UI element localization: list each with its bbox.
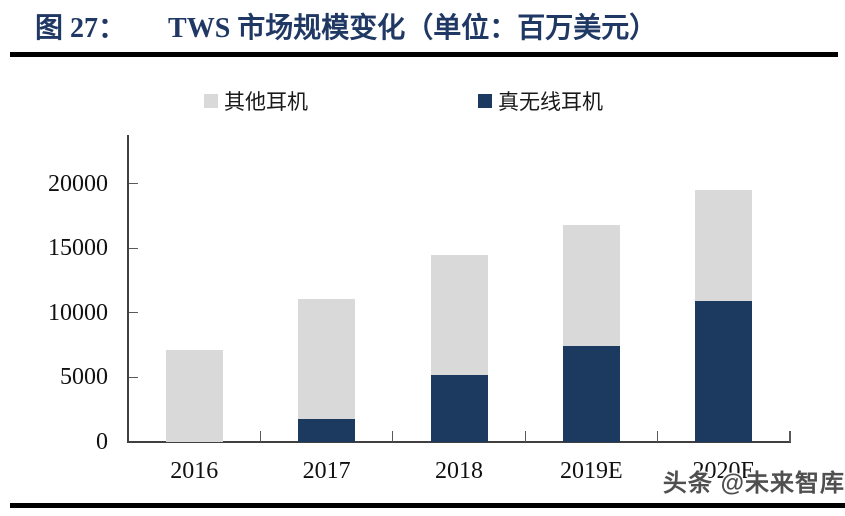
legend-swatch	[204, 94, 218, 108]
bar-tws-2019E	[562, 346, 620, 442]
legend-swatch	[478, 94, 492, 108]
x-axis-tick	[392, 431, 394, 442]
y-axis-label: 5000	[60, 364, 108, 391]
bar-other-2020E	[695, 189, 753, 302]
legend-item: 其他耳机	[204, 88, 308, 114]
bar-other-2019E	[562, 224, 620, 347]
figure-title: 图 27： TWS 市场规模变化（单位：百万美元）	[35, 8, 657, 50]
bar-tws-2018	[430, 374, 488, 442]
y-axis-tick	[128, 247, 138, 249]
bar-other-2017	[298, 298, 356, 419]
x-axis-tick	[789, 431, 791, 442]
x-axis-tick	[524, 431, 526, 442]
y-axis-tick	[128, 376, 138, 379]
title-rule	[10, 52, 838, 57]
y-axis-label: 15000	[48, 235, 108, 262]
y-axis-label: 10000	[48, 299, 108, 326]
y-axis-line	[127, 135, 129, 443]
figure-title-text: TWS 市场规模变化（单位：百万美元）	[168, 13, 658, 44]
x-axis-tick	[259, 431, 261, 442]
y-axis-label: 0	[96, 429, 108, 455]
legend-item: 真无线耳机	[478, 88, 603, 114]
footer-rule	[10, 503, 845, 508]
x-axis-tick	[657, 431, 659, 442]
x-axis-line	[127, 441, 791, 443]
x-axis-label-2020E: 2020E	[692, 458, 756, 484]
watermark: 头条 @未来智库	[662, 470, 845, 497]
y-axis-tick	[128, 182, 138, 185]
legend-label: 真无线耳机	[498, 91, 603, 114]
x-axis-label-2019E: 2019E	[560, 458, 623, 484]
bar-tws-2020E	[695, 301, 753, 442]
bar-tws-2017	[298, 418, 356, 442]
legend-label: 其他耳机	[224, 91, 308, 114]
x-axis-label-2017: 2017	[302, 458, 351, 484]
bar-other-2018	[430, 254, 488, 375]
y-axis-label: 20000	[48, 170, 108, 197]
y-axis-tick	[128, 312, 138, 314]
bar-other-2016	[165, 350, 223, 442]
figure-number: 图 27：	[35, 13, 127, 44]
x-axis-label-2016: 2016	[170, 458, 219, 484]
x-axis-label-2018: 2018	[435, 458, 483, 484]
chart-legend: 其他耳机 真无线耳机	[0, 88, 845, 116]
